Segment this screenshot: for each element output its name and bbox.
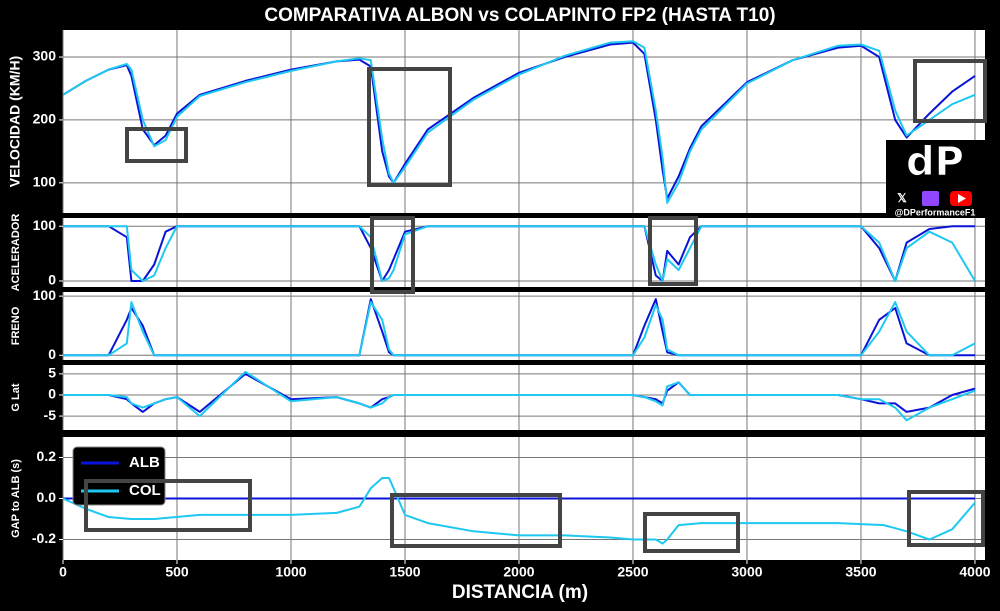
highlight-box [648, 216, 698, 286]
overlay: dP 𝕏 @DPerformanceF1 [886, 139, 986, 218]
series-line [63, 301, 976, 357]
series-line [63, 225, 976, 282]
plot-area [63, 218, 985, 287]
x-tick-label: 2000 [503, 564, 534, 580]
x-tick-label: 3000 [731, 564, 762, 580]
series-line [63, 370, 976, 422]
watermark: @DPerformanceF1 [895, 207, 976, 217]
y-tick-label: 100 [33, 287, 57, 303]
twitch-icon [922, 191, 939, 206]
highlight-box [643, 512, 740, 553]
y-tick-label: 0 [48, 346, 56, 362]
logo: dP [906, 139, 964, 185]
legend-label: ALB [129, 454, 160, 471]
y-tick-label: 100 [33, 217, 57, 233]
y-tick-label: -0.2 [32, 530, 56, 546]
y-tick-label: 0.0 [37, 489, 57, 505]
chart-title: COMPARATIVA ALBON vs COLAPINTO FP2 (HAST… [264, 5, 775, 26]
y-axis-label: GAP to ALB (s) [10, 459, 22, 538]
x-tick-label: 3500 [845, 564, 876, 580]
y-tick-label: 200 [33, 111, 57, 127]
y-axis-label: FRENO [10, 306, 22, 345]
highlight-box [125, 127, 188, 163]
highlight-box [390, 493, 562, 548]
x-tick-label: 4000 [959, 564, 990, 580]
x-axis-label: DISTANCIA (m) [452, 582, 588, 603]
y-tick-label: 0 [48, 386, 56, 402]
highlight-box [367, 67, 452, 187]
x-tick-label: 500 [165, 564, 189, 580]
y-tick-label: -5 [44, 407, 57, 423]
highlight-box [907, 490, 985, 547]
series-line [62, 477, 976, 545]
y-tick-label: 300 [33, 48, 57, 64]
x-tick-label: 2500 [617, 564, 648, 580]
y-axis-label: G Lat [10, 383, 22, 411]
y-axis-label: VELOCIDAD (KM/H) [7, 56, 23, 187]
y-tick-label: 100 [33, 174, 57, 190]
y-tick-label: 0 [48, 272, 56, 288]
x-tick-label: 1500 [389, 564, 420, 580]
highlight-box [84, 479, 252, 532]
highlight-box [370, 216, 415, 294]
y-tick-label: 5 [48, 365, 56, 381]
series-line [62, 41, 976, 200]
x-tick-label: 1000 [275, 564, 306, 580]
series-line [62, 40, 976, 204]
legend-label: COL [129, 482, 161, 499]
x-tick-label: 0 [59, 564, 67, 580]
y-tick-label: 0.2 [37, 448, 57, 464]
youtube-play [958, 194, 966, 203]
y-axis-label: ACELERADOR [10, 214, 22, 292]
plot-area [63, 292, 985, 360]
highlight-box [913, 59, 987, 123]
x-icon: 𝕏 [897, 191, 907, 205]
